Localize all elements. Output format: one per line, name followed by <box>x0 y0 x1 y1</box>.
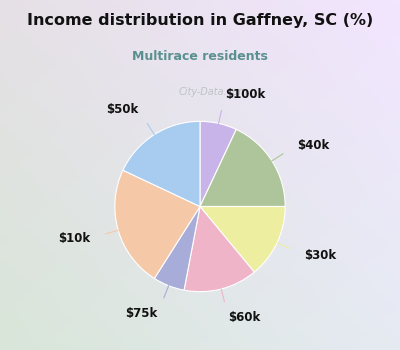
Wedge shape <box>200 121 236 206</box>
Text: $40k: $40k <box>297 139 329 152</box>
Text: $30k: $30k <box>304 249 336 262</box>
Wedge shape <box>115 170 200 278</box>
Text: City-Data.com: City-Data.com <box>179 87 248 97</box>
Text: $75k: $75k <box>126 307 158 320</box>
Wedge shape <box>200 206 285 272</box>
Text: Income distribution in Gaffney, SC (%): Income distribution in Gaffney, SC (%) <box>27 14 373 28</box>
Text: $100k: $100k <box>225 88 265 101</box>
Text: $50k: $50k <box>106 103 138 116</box>
Text: $10k: $10k <box>58 232 90 245</box>
Wedge shape <box>123 121 200 206</box>
Wedge shape <box>184 206 254 292</box>
Text: Multirace residents: Multirace residents <box>132 49 268 63</box>
Wedge shape <box>200 130 285 206</box>
Wedge shape <box>154 206 200 290</box>
Text: $60k: $60k <box>228 311 261 324</box>
